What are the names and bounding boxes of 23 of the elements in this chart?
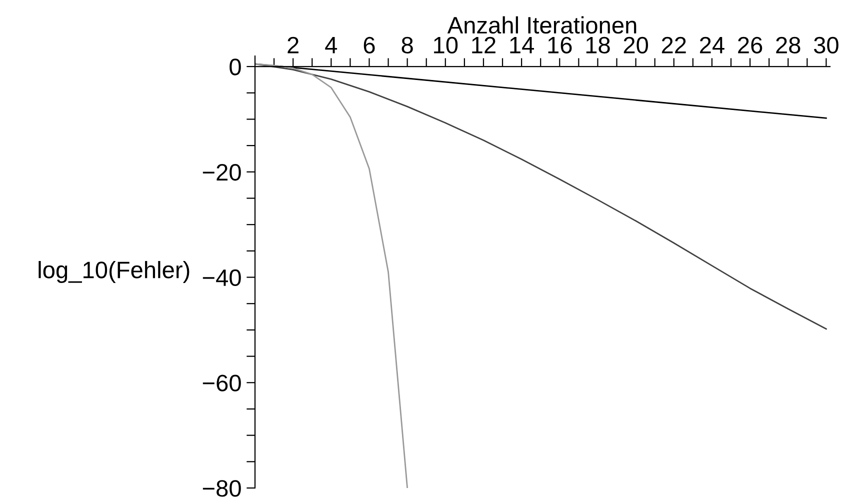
x-tick-label: 18 xyxy=(586,36,610,54)
x-tick-label: 20 xyxy=(624,36,648,54)
x-tick-label: 30 xyxy=(814,36,838,54)
x-tick-label: 22 xyxy=(662,36,686,54)
x-tick-label: 10 xyxy=(434,36,458,54)
y-tick-label: 0 xyxy=(230,58,241,76)
y-axis-title: log_10(Fehler) xyxy=(38,260,190,284)
y-tick-label: −20 xyxy=(202,164,241,181)
x-axis-title: Anzahl Iterationen xyxy=(447,16,636,34)
x-tick-label: 8 xyxy=(402,36,413,54)
x-tick-label: 2 xyxy=(288,36,298,54)
x-tick-label: 12 xyxy=(472,36,496,54)
y-tick-label: −40 xyxy=(202,269,241,286)
x-tick-label: 24 xyxy=(700,36,724,54)
x-tick-label: 16 xyxy=(548,36,572,54)
y-tick-label: −60 xyxy=(202,374,241,392)
x-tick-label: 28 xyxy=(776,36,800,54)
line-series xyxy=(255,63,408,488)
x-tick-label: 6 xyxy=(364,36,375,54)
x-tick-label: 26 xyxy=(738,36,762,54)
x-tick-label: 4 xyxy=(325,37,338,54)
y-tick-label: −80 xyxy=(202,480,241,497)
x-tick-label: 14 xyxy=(510,37,534,54)
